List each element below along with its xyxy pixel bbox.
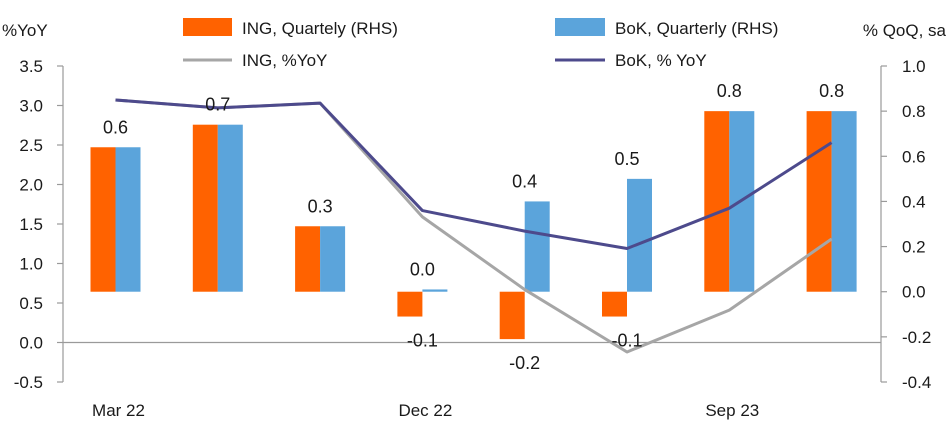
left-tick-label: 3.0 (19, 97, 43, 116)
left-tick-label: 1.5 (19, 215, 43, 234)
x-axis-labels: Mar 22 Dec 22 Sep 23 (92, 401, 759, 420)
ing-quarterly-bar (90, 147, 116, 292)
legend-label-ing-quarterly: ING, Quartely (RHS) (242, 19, 398, 38)
left-tick-label: 1.0 (19, 255, 43, 274)
left-tick-label: 2.5 (19, 136, 43, 155)
bok-quarterly-bar (422, 289, 448, 292)
ing-quarterly-bar (192, 124, 218, 292)
left-axis-unit: %YoY (2, 21, 48, 40)
bok-yoy-line (115, 98, 833, 250)
data-label: -0.2 (509, 353, 540, 373)
ing-quarterly-bar (295, 226, 321, 292)
legend-label-bok-quarterly: BoK, Quarterly (RHS) (615, 19, 778, 38)
bok-quarterly-bar (831, 111, 857, 292)
data-label: -0.1 (407, 331, 438, 351)
legend-label-ing-yoy: ING, %YoY (242, 51, 327, 70)
right-axis-ticks: 1.0 0.8 0.6 0.4 0.2 0.0 -0.2 -0.4 (881, 57, 931, 392)
ing-quarterly-bar (397, 291, 423, 317)
bok-quarterly-bar (524, 201, 550, 292)
ing-quarterly-bar (806, 111, 832, 292)
data-labels-group: 0.6 0.7 0.3 0.0 -0.1 0.4 -0.2 0.5 -0.1 0.8 0.8 (103, 81, 844, 373)
ing-quarterly-bar (499, 291, 525, 340)
data-label: 0.8 (819, 81, 844, 101)
right-tick-label: 0.4 (902, 192, 926, 211)
right-tick-label: 0.6 (902, 147, 926, 166)
ing-quarterly-bar (602, 291, 627, 317)
bok-quarterly-bar (115, 147, 141, 292)
data-label: 0.6 (103, 117, 128, 137)
left-tick-label: 0.0 (19, 334, 43, 353)
legend-label-bok-yoy: BoK, % YoY (615, 51, 707, 70)
right-tick-label: 0.2 (902, 238, 926, 257)
legend: ING, Quartely (RHS) BoK, Quarterly (RHS)… (183, 18, 778, 70)
data-label: 0.5 (614, 149, 639, 169)
data-label: 0.4 (512, 171, 537, 191)
legend-swatch-bok-quarterly (555, 18, 605, 36)
x-tick-label: Dec 22 (398, 401, 452, 420)
left-tick-label: -0.5 (14, 373, 43, 392)
data-label: 0.8 (717, 81, 742, 101)
bars-group (90, 111, 857, 340)
x-tick-label: Mar 22 (92, 401, 145, 420)
left-tick-label: 2.0 (19, 176, 43, 195)
legend-swatch-ing-quarterly (183, 18, 232, 36)
bok-quarterly-bar (320, 226, 346, 292)
left-tick-label: 3.5 (19, 57, 43, 76)
right-tick-label: -0.4 (902, 373, 931, 392)
bok-quarterly-bar (627, 178, 652, 292)
lines-group (115, 98, 833, 354)
bok-quarterly-bar (217, 124, 243, 292)
right-tick-label: 0.8 (902, 102, 926, 121)
left-axis-ticks: 3.5 3.0 2.5 2.0 1.5 1.0 0.5 0.0 -0.5 (14, 57, 63, 392)
left-tick-label: 0.5 (19, 294, 43, 313)
data-label: -0.1 (611, 331, 642, 351)
data-label: 0.3 (308, 196, 333, 216)
ing-quarterly-bar (704, 111, 730, 292)
data-label: 0.0 (410, 259, 435, 279)
right-tick-label: -0.2 (902, 328, 931, 347)
right-axis-unit: % QoQ, sa (863, 21, 947, 40)
x-tick-label: Sep 23 (705, 401, 759, 420)
right-tick-label: 0.0 (902, 283, 926, 302)
data-label: 0.7 (205, 95, 230, 115)
right-tick-label: 1.0 (902, 57, 926, 76)
